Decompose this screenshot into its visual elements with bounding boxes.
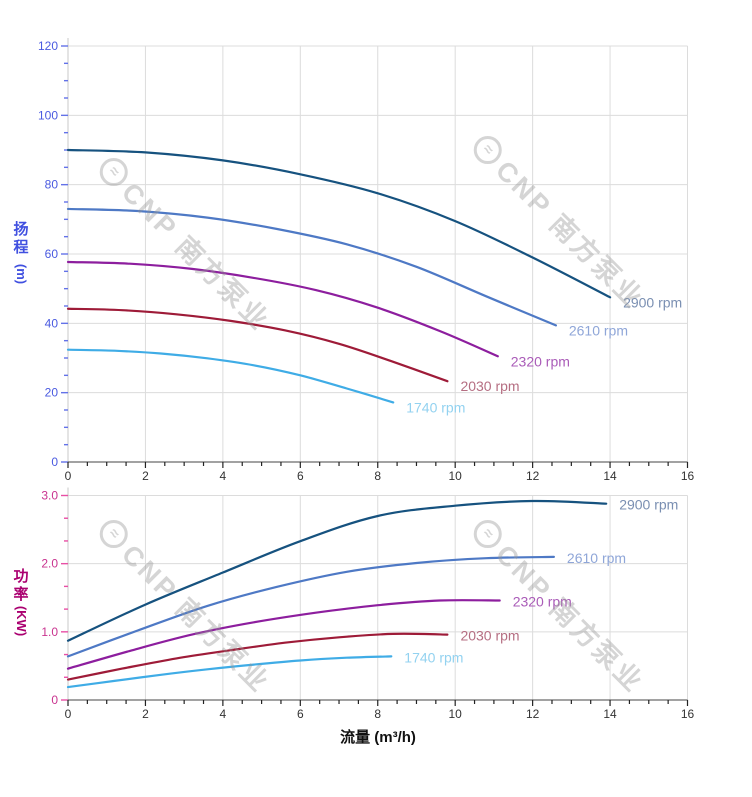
- curve-1740-rpm: [66, 655, 393, 689]
- x-tick-label: 4: [220, 469, 227, 483]
- y-tick-label: 80: [45, 178, 59, 192]
- power-axis-title: 功 率 (KW): [6, 568, 36, 636]
- y-tick-label: 60: [45, 247, 59, 261]
- y-tick-label: 0: [51, 693, 58, 707]
- y-tick-label: 3.0: [41, 489, 58, 503]
- y-tick-label: 40: [45, 316, 59, 330]
- power-curve-chart: 0 1.0 2.0 3.0 0 2 4 6 8 10 12 14 16 2900 rpm 2610 rpm 2…: [41, 487, 695, 721]
- x-tick-label: 8: [374, 469, 381, 483]
- curve-label-2900-rpm: 2900 rpm: [619, 497, 678, 513]
- curve-2320-rpm: [66, 599, 501, 670]
- head-axis-title: 扬 程 (m): [6, 221, 36, 285]
- y-ticks: [61, 45, 68, 463]
- curve-label-2610-rpm: 2610 rpm: [567, 550, 626, 566]
- head-axis-title-char: 程: [13, 239, 29, 256]
- x-tick-label: 4: [220, 707, 227, 721]
- head-curve-chart: 0 20 40 60 80 100 120 0 2 4 6 8 10 12 14 16 2900 rpm 2610…: [38, 38, 695, 483]
- y-tick-label: 1.0: [41, 625, 58, 639]
- power-axis-title-char: 功: [13, 568, 29, 585]
- head-axis-unit: (m): [14, 263, 29, 285]
- x-tick-label: 10: [449, 469, 463, 483]
- curve-2900-rpm: [66, 499, 608, 642]
- curve-label-2320-rpm: 2320 rpm: [511, 353, 570, 369]
- curve-label-2900-rpm: 2900 rpm: [623, 294, 682, 310]
- flow-axis-title: 流量 (m³/h): [340, 729, 416, 746]
- power-axis-unit: (KW): [14, 605, 30, 637]
- curve-2900-rpm: [66, 148, 612, 299]
- head-axis-title-char: 扬: [13, 221, 29, 238]
- y-tick-label: 120: [38, 39, 58, 53]
- x-tick-label: 2: [142, 469, 149, 483]
- curve-label-2030-rpm: 2030 rpm: [460, 378, 519, 394]
- x-tick-label: 2: [142, 707, 149, 721]
- curve-2610-rpm: [66, 207, 557, 327]
- x-ticks: [67, 700, 689, 706]
- x-tick-label: 16: [681, 707, 695, 721]
- curve-label-1740-rpm: 1740 rpm: [404, 649, 463, 665]
- x-tick-label: 14: [603, 469, 617, 483]
- x-tick-label: 16: [681, 469, 695, 483]
- gridlines: [68, 495, 688, 700]
- x-tick-label: 6: [297, 707, 304, 721]
- x-tick-label: 12: [526, 707, 540, 721]
- curve-2610-rpm: [66, 555, 555, 658]
- curve-label-2610-rpm: 2610 rpm: [569, 322, 628, 338]
- power-axis-title-char: 率: [13, 586, 29, 603]
- x-tick-label: 14: [603, 707, 617, 721]
- x-tick-label: 6: [297, 469, 304, 483]
- curve-2030-rpm: [66, 307, 449, 383]
- x-tick-label: 8: [374, 707, 381, 721]
- curve-2320-rpm: [66, 260, 499, 358]
- curve-label-2030-rpm: 2030 rpm: [460, 628, 519, 644]
- curve-2030-rpm: [66, 632, 449, 681]
- x-ticks: [67, 462, 689, 468]
- curve-1740-rpm: [66, 348, 395, 404]
- curve-label-2320-rpm: 2320 rpm: [513, 593, 572, 609]
- x-tick-label: 0: [65, 707, 72, 721]
- y-tick-label: 2.0: [41, 557, 58, 571]
- curve-label-1740-rpm: 1740 rpm: [406, 399, 465, 415]
- gridlines: [68, 45, 688, 462]
- y-tick-label: 100: [38, 108, 58, 122]
- x-tick-label: 0: [65, 469, 72, 483]
- y-tick-label: 0: [51, 455, 58, 469]
- x-tick-label: 10: [449, 707, 463, 721]
- x-tick-label: 12: [526, 469, 540, 483]
- y-ticks: [61, 494, 68, 701]
- y-tick-label: 20: [45, 386, 59, 400]
